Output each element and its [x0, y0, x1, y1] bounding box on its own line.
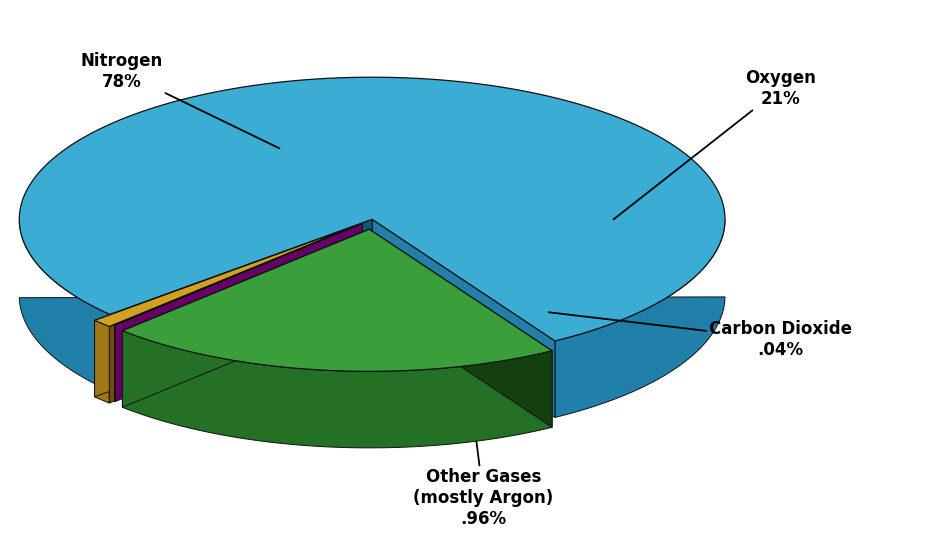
Polygon shape — [95, 225, 357, 327]
Text: Carbon Dioxide
.04%: Carbon Dioxide .04% — [549, 312, 852, 359]
Polygon shape — [372, 219, 555, 418]
Polygon shape — [123, 229, 369, 407]
Polygon shape — [114, 224, 363, 401]
Text: Oxygen
21%: Oxygen 21% — [614, 68, 817, 219]
Polygon shape — [110, 219, 372, 391]
Polygon shape — [369, 229, 552, 427]
Polygon shape — [123, 331, 552, 448]
Polygon shape — [114, 224, 363, 325]
Polygon shape — [123, 229, 552, 372]
Polygon shape — [95, 321, 110, 403]
Polygon shape — [95, 225, 357, 397]
Polygon shape — [110, 225, 357, 403]
Polygon shape — [115, 224, 363, 402]
Text: Nitrogen
78%: Nitrogen 78% — [80, 53, 279, 149]
Polygon shape — [20, 220, 725, 418]
Text: Other Gases
(mostly Argon)
.96%: Other Gases (mostly Argon) .96% — [414, 351, 553, 528]
Polygon shape — [20, 77, 725, 341]
